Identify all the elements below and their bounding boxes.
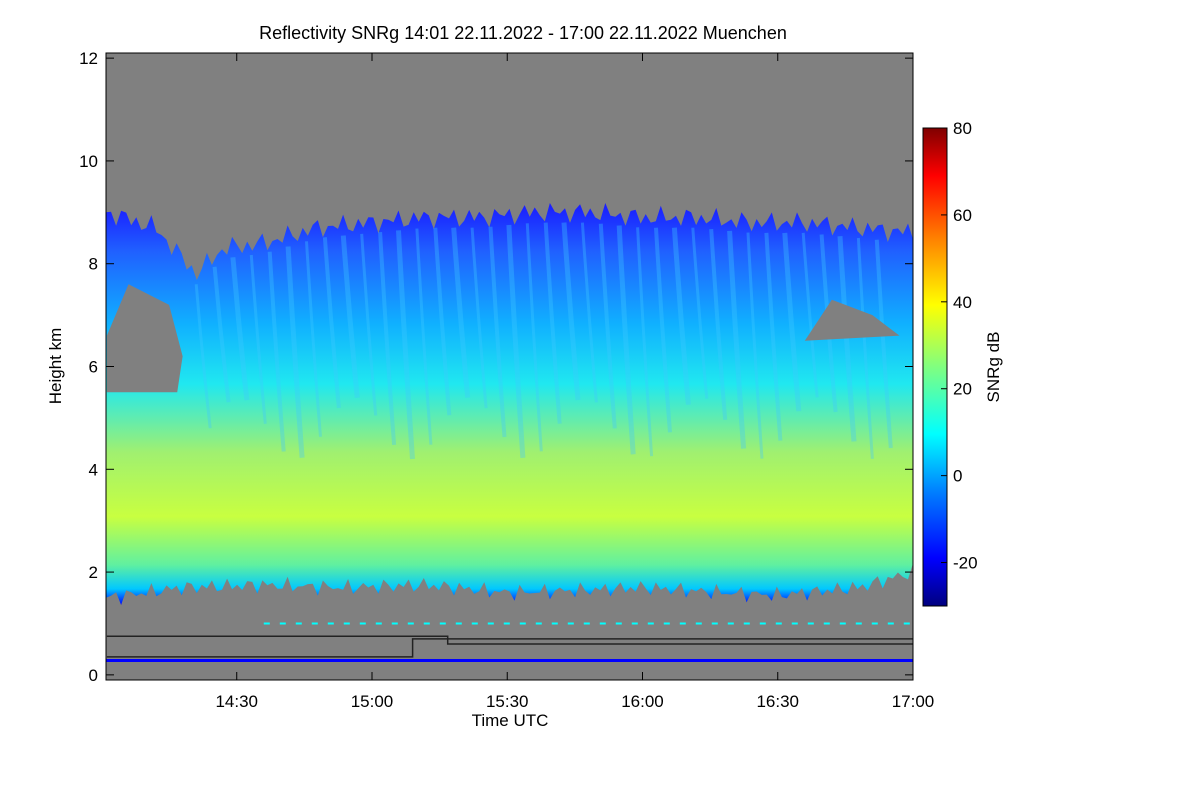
y-tick-label: 0 [89,666,98,685]
y-tick-label: 8 [89,255,98,274]
fall-streak [874,239,893,449]
fall-streak [543,222,562,424]
x-tick-label: 15:00 [351,692,394,711]
colorbar-tick-label: -20 [953,554,978,573]
fall-streak [360,233,378,416]
y-axis: 0 2 4 6 8 10 12 [79,49,913,685]
fall-streak [194,284,212,429]
fall-streak [856,237,874,459]
y-tick-label: 12 [79,49,98,68]
colorbar-tick-label: 0 [953,467,962,486]
x-tick-label: 14:30 [215,692,258,711]
fall-streak [470,227,488,409]
fall-streak [488,226,507,438]
colorbar-gradient [922,127,948,607]
x-axis-label: Time UTC [472,711,549,730]
x-tick-label: 17:00 [892,692,935,711]
fall-streak [709,228,728,420]
fall-streak [451,227,471,398]
cloud-echo [106,203,913,605]
fall-streak [285,246,305,458]
fall-streak [378,231,397,446]
colorbar-tick-label: 20 [953,380,972,399]
fall-streak [212,266,231,403]
black-line [106,635,913,645]
y-tick-label: 4 [89,460,98,479]
fall-streak [322,237,341,409]
lower-black-line [106,638,913,658]
reference-lines [106,622,913,662]
colorbar-ticks: -20 0 20 40 60 80 [941,119,978,573]
cloud-gap-left [106,284,183,393]
colorbar-label: SNRg dB [984,332,1003,403]
y-tick-label: 6 [89,358,98,377]
fall-streak [616,225,636,455]
y-tick-label: 10 [79,152,98,171]
fall-streak [305,241,322,437]
colorbar-tick-label: 80 [953,119,972,138]
y-axis-label: Height km [46,328,65,405]
fall-streak [727,230,747,449]
fall-streak [415,228,433,445]
fall-streak [561,222,581,401]
fall-streak [837,236,857,442]
cloud-echo-layer [106,203,913,605]
colorbar-tick-label: 40 [953,293,972,312]
colorbar: -20 0 20 40 60 80 SNRg dB [922,119,1003,607]
fall-streak [598,223,617,429]
fall-streak [525,223,543,452]
fall-streak [506,224,526,458]
fall-streak [671,227,691,405]
fall-streak [691,227,709,399]
fall-streak [340,235,360,398]
fall-streak [801,232,819,398]
x-tick-label: 15:30 [486,692,529,711]
x-axis: 14:30 15:00 15:30 16:00 16:30 17:00 [215,53,934,711]
fall-streak [764,232,783,441]
fall-streak [654,227,672,433]
fall-streak [230,257,250,401]
colorbar-tick-label: 60 [953,206,972,225]
chart-title: Reflectivity SNRg 14:01 22.11.2022 - 17:… [259,23,787,43]
fall-streak [267,251,286,452]
cloud-gap-right [804,299,900,341]
fall-streak [396,230,415,460]
x-tick-label: 16:00 [621,692,664,711]
fall-streak [782,232,802,412]
y-tick-label: 2 [89,563,98,582]
fall-streak [636,227,654,457]
fall-streak [746,232,764,459]
fall-streak [580,222,598,403]
plot-area [105,52,914,681]
fall-streak [249,254,267,424]
x-tick-label: 16:30 [756,692,799,711]
fall-streak [433,227,452,416]
